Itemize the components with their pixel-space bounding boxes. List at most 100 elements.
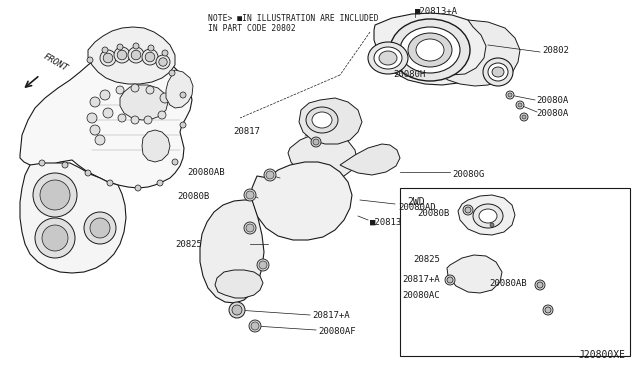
Circle shape (169, 70, 175, 76)
Circle shape (102, 47, 108, 53)
Circle shape (465, 207, 471, 213)
Circle shape (229, 302, 245, 318)
Polygon shape (252, 162, 352, 240)
Circle shape (244, 222, 256, 234)
Circle shape (158, 111, 166, 119)
Circle shape (232, 305, 242, 315)
Ellipse shape (306, 107, 338, 133)
Circle shape (490, 223, 494, 227)
Text: ■20813+A: ■20813+A (415, 7, 458, 16)
Circle shape (246, 224, 254, 232)
Text: 20080AB: 20080AB (188, 167, 225, 176)
Circle shape (266, 171, 274, 179)
Circle shape (180, 122, 186, 128)
Circle shape (135, 185, 141, 191)
Circle shape (35, 218, 75, 258)
Circle shape (537, 282, 543, 288)
Polygon shape (215, 270, 263, 298)
Ellipse shape (390, 19, 470, 81)
Polygon shape (200, 200, 264, 303)
Circle shape (249, 320, 261, 332)
Circle shape (39, 160, 45, 166)
Circle shape (90, 125, 100, 135)
Text: 20080AB: 20080AB (490, 279, 527, 289)
Circle shape (180, 92, 186, 98)
Text: 20817: 20817 (233, 126, 260, 135)
Polygon shape (447, 255, 502, 293)
Circle shape (508, 93, 512, 97)
Polygon shape (440, 20, 520, 86)
Circle shape (313, 139, 319, 145)
Text: 2WD: 2WD (407, 197, 424, 207)
Circle shape (522, 115, 526, 119)
Ellipse shape (473, 204, 503, 228)
Circle shape (116, 86, 124, 94)
Circle shape (259, 261, 267, 269)
Text: 20080A: 20080A (536, 96, 568, 105)
Circle shape (117, 44, 123, 50)
Text: 20080G: 20080G (452, 170, 484, 179)
Ellipse shape (312, 112, 332, 128)
Circle shape (264, 169, 276, 181)
Ellipse shape (416, 39, 444, 61)
Polygon shape (299, 98, 362, 144)
Text: 20802: 20802 (542, 45, 569, 55)
Polygon shape (166, 70, 193, 108)
Polygon shape (20, 163, 126, 273)
Polygon shape (340, 144, 400, 175)
Circle shape (133, 43, 139, 49)
Circle shape (42, 225, 68, 251)
Text: 20080A: 20080A (536, 109, 568, 118)
Circle shape (87, 113, 97, 123)
Circle shape (100, 50, 116, 66)
Circle shape (545, 307, 551, 313)
Circle shape (107, 180, 113, 186)
Ellipse shape (488, 63, 508, 81)
Circle shape (90, 97, 100, 107)
Circle shape (447, 277, 453, 283)
Ellipse shape (368, 42, 408, 74)
Circle shape (131, 50, 141, 60)
Polygon shape (374, 13, 490, 85)
Circle shape (520, 113, 528, 121)
Circle shape (62, 162, 68, 168)
Polygon shape (458, 195, 515, 235)
Circle shape (103, 108, 113, 118)
Circle shape (160, 93, 170, 103)
Ellipse shape (408, 33, 452, 67)
Circle shape (117, 50, 127, 60)
Ellipse shape (379, 51, 397, 65)
Circle shape (144, 116, 152, 124)
Circle shape (506, 91, 514, 99)
Text: 20817+A: 20817+A (403, 275, 440, 283)
Text: FRONT: FRONT (42, 52, 70, 73)
Text: 20080B: 20080B (418, 208, 450, 218)
Text: 20080AC: 20080AC (403, 292, 440, 301)
Bar (400, 188, 630, 356)
Circle shape (311, 137, 321, 147)
Circle shape (535, 280, 545, 290)
Text: 20817+A: 20817+A (312, 311, 349, 321)
Circle shape (159, 58, 167, 66)
Text: 20080H: 20080H (393, 70, 425, 78)
Text: NOTE> ■IN ILLUSTRATION ARE INCLUDED: NOTE> ■IN ILLUSTRATION ARE INCLUDED (208, 14, 379, 23)
Circle shape (251, 322, 259, 330)
Circle shape (172, 159, 178, 165)
Circle shape (95, 135, 105, 145)
Circle shape (156, 55, 170, 69)
Polygon shape (20, 50, 192, 188)
Text: 20825: 20825 (175, 240, 202, 248)
Ellipse shape (374, 47, 402, 69)
Circle shape (131, 116, 139, 124)
Polygon shape (88, 27, 175, 84)
Ellipse shape (483, 58, 513, 86)
Circle shape (90, 218, 110, 238)
Ellipse shape (400, 27, 460, 73)
Circle shape (246, 191, 254, 199)
Ellipse shape (492, 67, 504, 77)
Circle shape (516, 101, 524, 109)
Circle shape (244, 189, 256, 201)
Text: 20080B: 20080B (178, 192, 210, 201)
Polygon shape (142, 130, 170, 162)
Circle shape (543, 305, 553, 315)
